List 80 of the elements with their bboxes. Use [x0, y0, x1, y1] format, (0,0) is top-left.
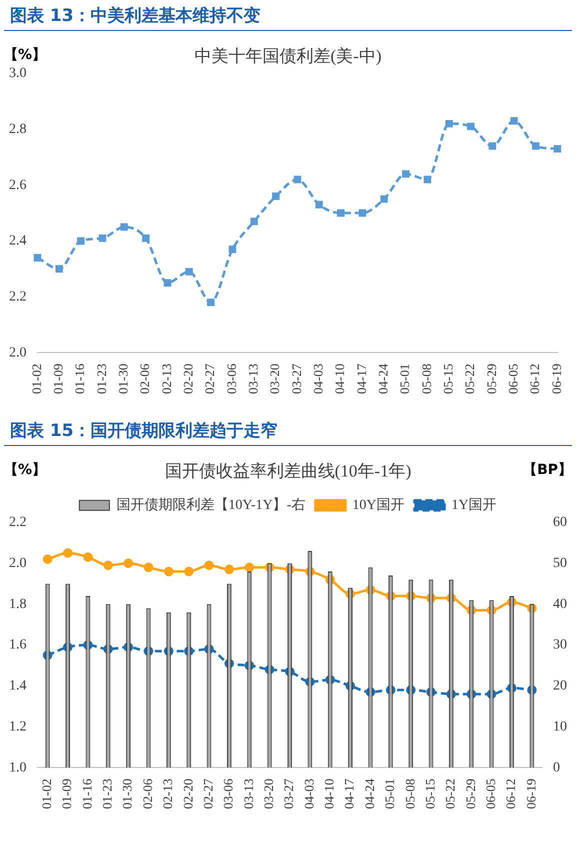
- x-tick-label: 04-24: [376, 363, 391, 394]
- y-tick-label: 2.0: [9, 556, 26, 571]
- y-tick-label: 3.0: [9, 66, 26, 82]
- chart-title: 图表 13：中美利差基本维持不变: [4, 0, 572, 31]
- y2-tick-label: 10: [553, 719, 567, 734]
- x-tick-label: 03-27: [281, 778, 296, 810]
- x-tick-label: 03-13: [246, 364, 261, 394]
- x-tick-label: 01-16: [79, 778, 94, 810]
- y2-tick-label: 60: [553, 515, 567, 530]
- y-axis-title: 【%】: [4, 462, 46, 478]
- x-tick-label: 01-16: [72, 363, 88, 394]
- x-tick-label: 05-15: [422, 778, 438, 810]
- chart-subtitle: 中美十年国债利差(美-中): [194, 46, 382, 66]
- x-tick-label: 04-17: [342, 778, 357, 810]
- x-tick-label: 03-06: [224, 363, 239, 394]
- x-tick-label: 02-20: [180, 364, 196, 394]
- y-tick-label: 2.8: [9, 122, 26, 137]
- x-tick-label: 04-10: [322, 778, 337, 810]
- y-tick-label: 1.4: [9, 678, 26, 694]
- x-tick-label: 03-13: [240, 778, 256, 810]
- x-tick-label: 05-08: [418, 364, 434, 394]
- x-tick-label: 03-27: [288, 363, 304, 394]
- x-tick-label: 02-13: [160, 778, 176, 810]
- y2-tick-label: 40: [553, 596, 567, 612]
- y-tick-label: 2.6: [9, 178, 26, 193]
- x-tick-label: 02-27: [202, 363, 218, 394]
- x-tick-label: 05-22: [442, 778, 458, 810]
- x-tick-label: 01-30: [120, 778, 135, 810]
- legend-label: 国开债期限利差【10Y-1Y】-右: [116, 497, 306, 514]
- x-tick-label: 03-20: [260, 778, 276, 810]
- x-tick-label: 06-12: [527, 364, 542, 394]
- y2-tick-label: 0: [553, 760, 560, 776]
- x-tick-label: 01-02: [28, 364, 44, 394]
- x-tick-label: 01-23: [94, 364, 109, 394]
- x-tick-label: 03-20: [267, 364, 282, 394]
- x-tick-label: 01-09: [59, 778, 74, 810]
- x-tick-label: 06-12: [503, 778, 518, 810]
- x-tick-label: 05-29: [462, 778, 478, 810]
- y-tick-label: 1.8: [9, 596, 26, 612]
- x-tick-label: 06-05: [482, 778, 498, 810]
- x-tick-label: 01-02: [39, 778, 54, 810]
- y2-tick-label: 20: [553, 678, 567, 694]
- x-tick-label: 05-01: [397, 364, 412, 394]
- x-tick-label: 01-23: [100, 778, 115, 810]
- y-tick-label: 1.6: [9, 638, 26, 653]
- x-tick-label: 04-03: [301, 778, 316, 810]
- x-tick-label: 06-19: [548, 364, 564, 394]
- x-tick-label: 02-13: [158, 364, 174, 394]
- legend-label: 1Y国开: [451, 498, 497, 514]
- x-tick-label: 02-06: [140, 778, 155, 810]
- chart-title: 图表 15：国开债期限利差趋于走窄: [4, 415, 572, 446]
- y-tick-label: 2.2: [9, 515, 26, 530]
- x-tick-label: 02-06: [137, 363, 152, 394]
- y2-tick-label: 30: [553, 638, 567, 653]
- x-tick-label: 02-27: [200, 778, 216, 810]
- x-tick-label: 06-19: [523, 778, 538, 810]
- y-tick-label: 2.0: [9, 345, 26, 360]
- x-tick-label: 05-08: [402, 778, 418, 810]
- y-tick-label: 2.2: [9, 289, 26, 304]
- x-tick-label: 02-20: [180, 778, 196, 810]
- x-tick-label: 06-05: [505, 364, 520, 394]
- x-tick-label: 04-24: [362, 778, 377, 810]
- y-tick-label: 2.4: [9, 234, 26, 249]
- y-tick-label: 1.0: [9, 760, 26, 776]
- x-tick-label: 05-15: [440, 364, 456, 394]
- y-tick-label: 1.2: [9, 719, 26, 734]
- y-axis-title: 【%】: [4, 46, 46, 63]
- x-tick-label: 01-30: [116, 364, 131, 394]
- y2-axis-title: 【BP】: [523, 462, 572, 478]
- x-tick-label: 04-03: [310, 364, 326, 394]
- legend-label: 10Y国开: [352, 498, 405, 514]
- x-tick-label: 05-01: [382, 778, 398, 810]
- x-tick-label: 03-06: [220, 778, 236, 810]
- y2-tick-label: 50: [553, 556, 567, 571]
- x-tick-label: 04-10: [332, 364, 348, 394]
- x-tick-label: 05-29: [484, 364, 499, 394]
- x-tick-label: 05-22: [462, 364, 478, 394]
- chart-subtitle: 国开债收益率利差曲线(10年-1年): [164, 462, 412, 481]
- x-tick-label: 01-09: [50, 364, 66, 394]
- x-tick-label: 04-17: [354, 363, 369, 394]
